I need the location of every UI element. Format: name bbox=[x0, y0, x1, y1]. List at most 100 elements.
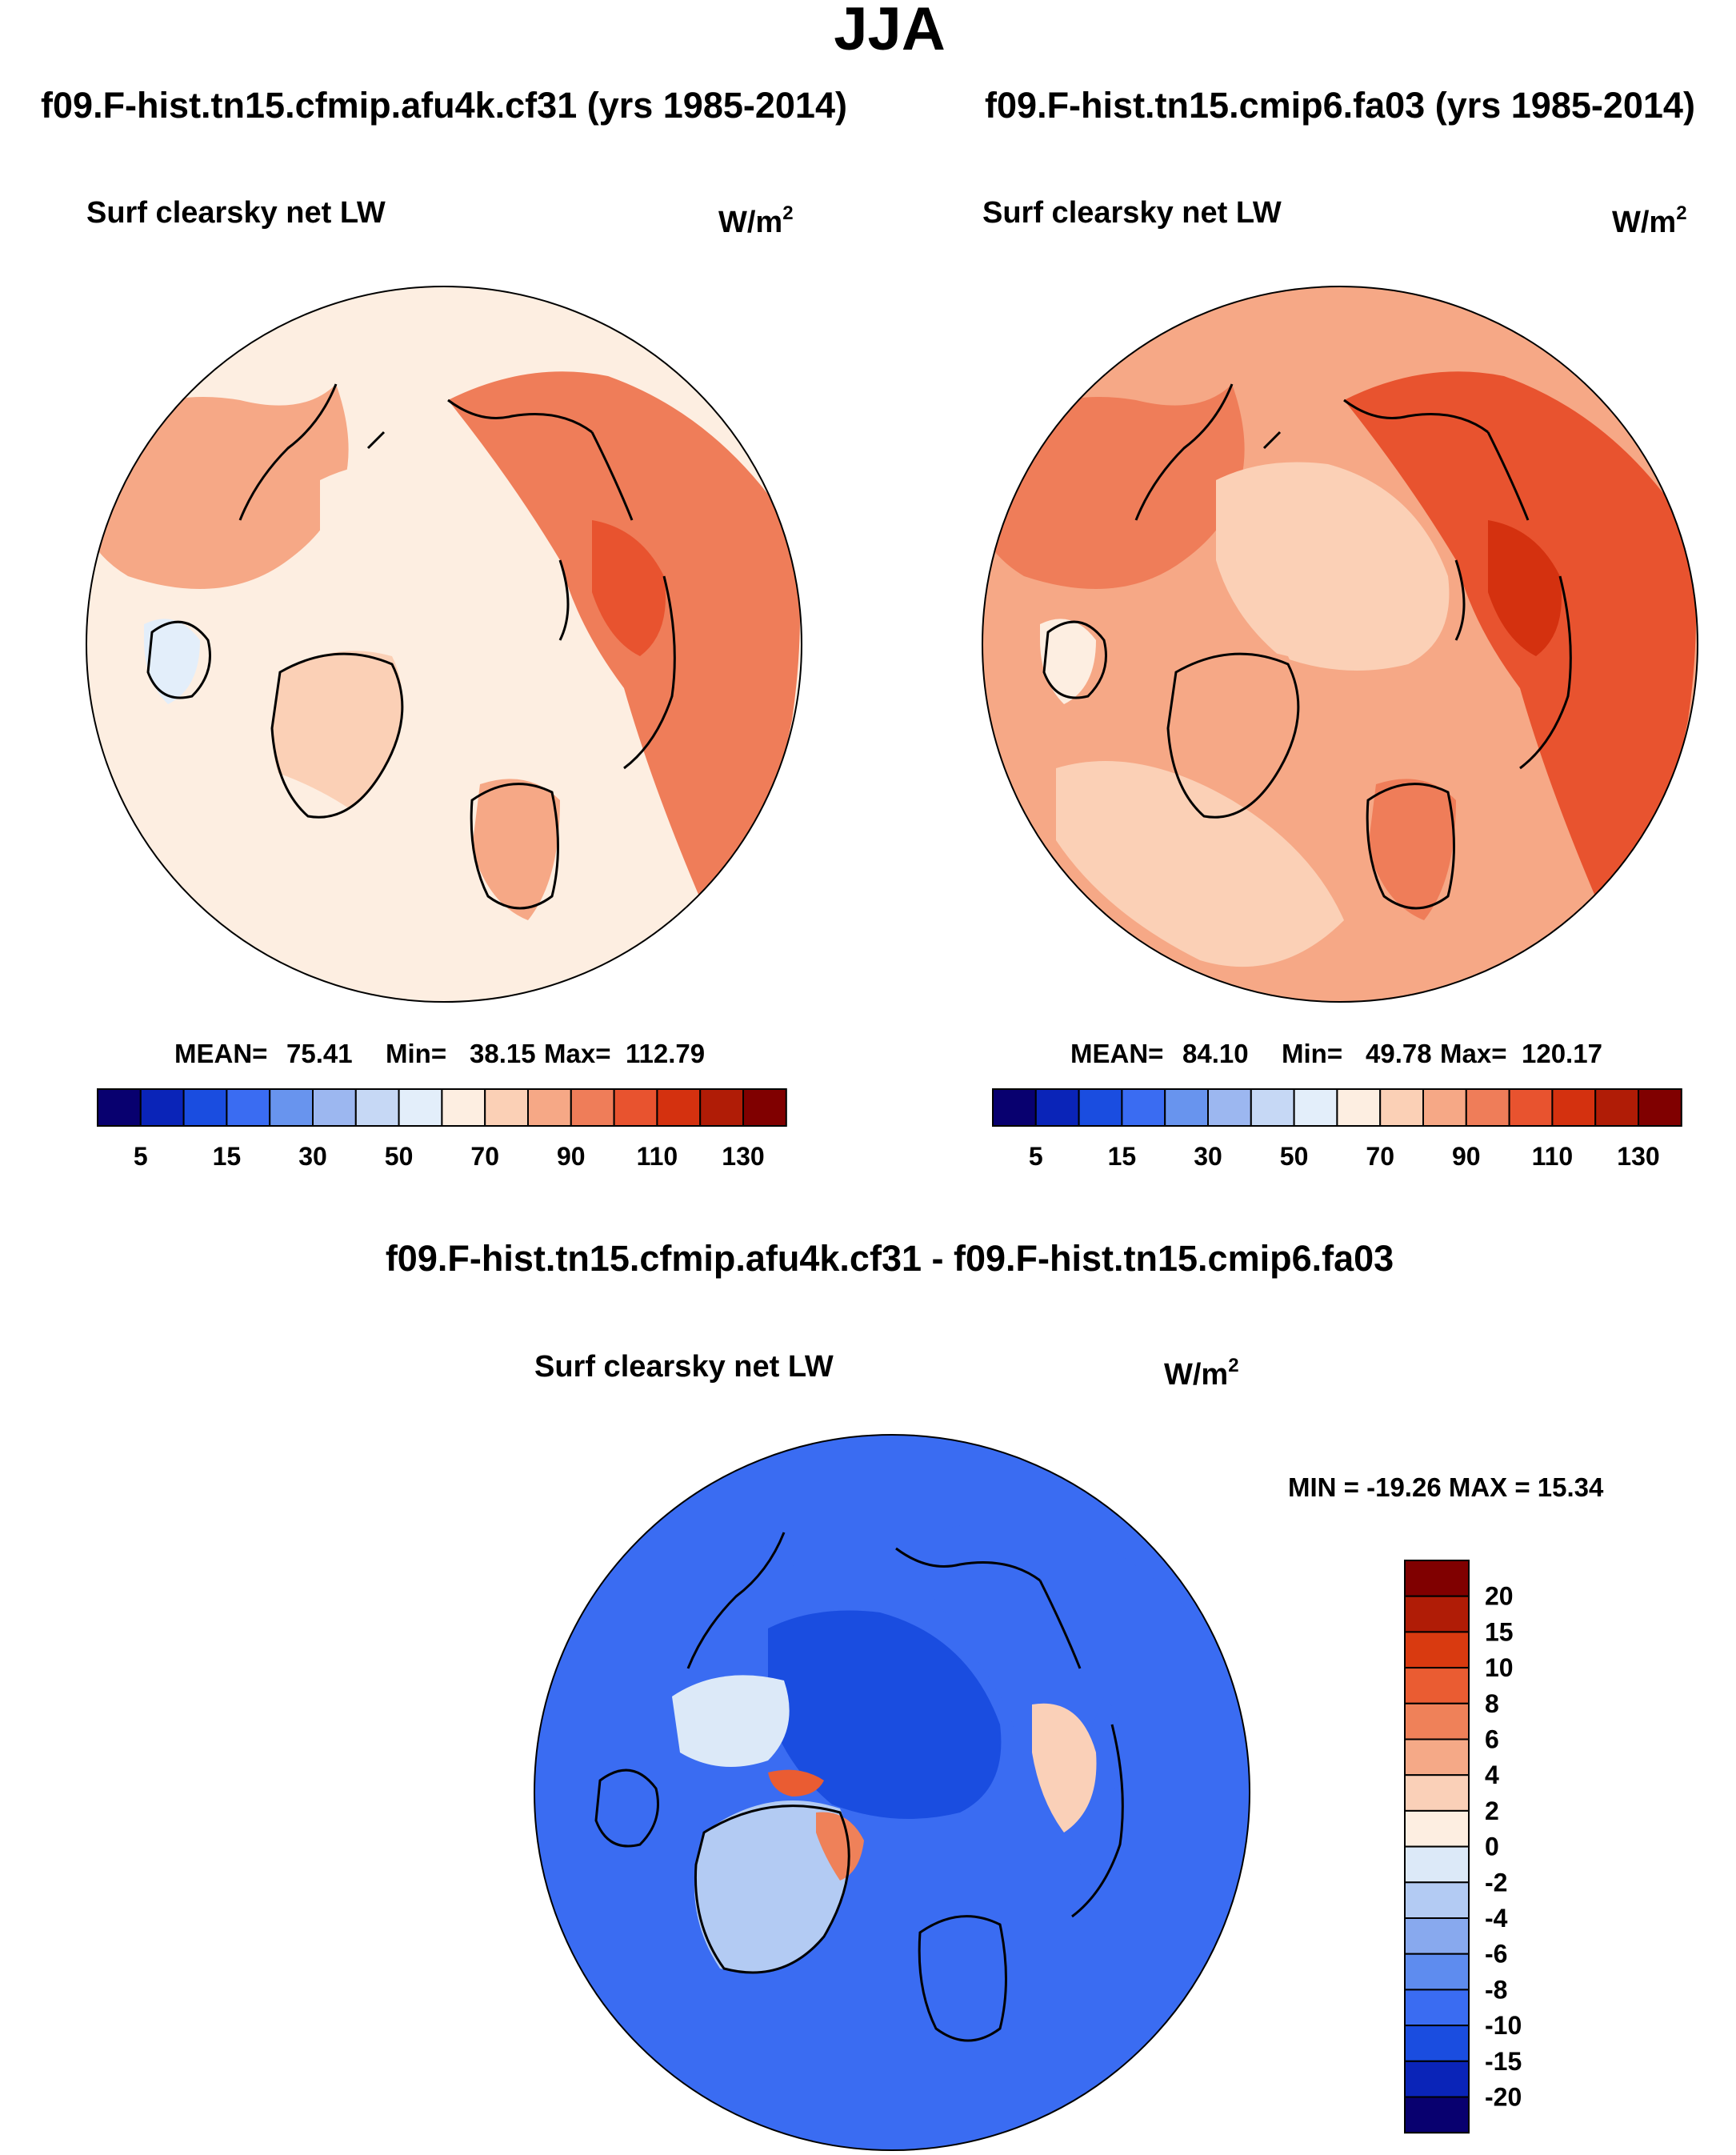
panel-left-map bbox=[86, 286, 802, 1002]
colorbar-swatch bbox=[656, 1088, 702, 1127]
colorbar-swatch bbox=[992, 1088, 1037, 1127]
panel-right-stats: MEAN= 84.10 Min= 49.78 Max= 120.17 bbox=[1070, 1039, 1602, 1068]
colorbar-swatch bbox=[1404, 1809, 1470, 1848]
colorbar-swatch bbox=[1404, 1631, 1470, 1669]
colorbar-swatch bbox=[269, 1088, 314, 1127]
colorbar-swatch bbox=[1207, 1088, 1252, 1127]
colorbar-swatch bbox=[1404, 1738, 1470, 1776]
stat-min-value: 38.15 bbox=[470, 1039, 536, 1068]
stat-min-label: Min= bbox=[1282, 1039, 1342, 1068]
panel-right-case-title: f09.F-hist.tn15.cmip6.fa03 (yrs 1985-201… bbox=[985, 85, 1695, 126]
colorbar-tick-label: -2 bbox=[1485, 1868, 1507, 1897]
region-siberia bbox=[592, 520, 666, 656]
colorbar-tick-label: 2 bbox=[1485, 1797, 1499, 1825]
panel-left-stats: MEAN= 75.41 Min= 38.15 Max= 112.79 bbox=[174, 1039, 705, 1068]
panel-left: f09.F-hist.tn15.cfmip.afu4k.cf31 (yrs 19… bbox=[41, 85, 847, 1171]
colorbar-tick-label: 70 bbox=[1366, 1142, 1394, 1171]
colorbar-tick-label: 8 bbox=[1485, 1689, 1499, 1718]
colorbar-tick-label: 90 bbox=[557, 1142, 586, 1171]
stat-max-label: Max= bbox=[1440, 1039, 1506, 1068]
panel-right-map-border bbox=[982, 286, 1698, 1003]
panel-right: f09.F-hist.tn15.cmip6.fa03 (yrs 1985-201… bbox=[982, 85, 1698, 1171]
coastlines bbox=[1042, 383, 1572, 910]
colorbar-swatch bbox=[1404, 1917, 1470, 1955]
colorbar-tick-label: 4 bbox=[1485, 1760, 1499, 1789]
colorbar-tick-label: 5 bbox=[1029, 1142, 1043, 1171]
panel-right-variable: Surf clearsky net LW bbox=[982, 196, 1282, 230]
panel-left-colorbar: 5 15 30 50 70 90 110 130 bbox=[97, 1088, 787, 1171]
colorbar-swatch bbox=[1551, 1088, 1597, 1127]
panel-diff-variable: Surf clearsky net LW bbox=[534, 1350, 834, 1384]
colorbar-tick-label: 50 bbox=[385, 1142, 414, 1171]
region-greenland-coast bbox=[816, 1812, 864, 1881]
colorbar-swatch bbox=[613, 1088, 658, 1127]
region-scandinavia bbox=[1368, 779, 1456, 920]
colorbar-swatch bbox=[312, 1088, 357, 1127]
colorbar-swatch bbox=[1404, 2096, 1470, 2134]
panel-left-map-border bbox=[86, 286, 802, 1003]
colorbar-tick-label: 0 bbox=[1485, 1833, 1499, 1861]
colorbar-swatch bbox=[1164, 1088, 1209, 1127]
region-greenland bbox=[1168, 651, 1298, 818]
region-greenland bbox=[694, 1801, 850, 1973]
colorbar-tick-label: 30 bbox=[1194, 1142, 1222, 1171]
panel-right-colorbar: 5 15 30 50 70 90 110 130 bbox=[992, 1088, 1682, 1171]
colorbar-tick-label: -4 bbox=[1485, 1904, 1508, 1933]
colorbar-swatch bbox=[1404, 1595, 1470, 1633]
season-title: JJA bbox=[834, 0, 945, 63]
stat-max-label: Max= bbox=[544, 1039, 610, 1068]
colorbar-swatch bbox=[1422, 1088, 1467, 1127]
colorbar-swatch bbox=[1404, 1560, 1470, 1597]
panel-right-map bbox=[982, 286, 1698, 1002]
colorbar-tick-label: 10 bbox=[1485, 1653, 1514, 1682]
colorbar-tick-label: -20 bbox=[1485, 2083, 1522, 2112]
colorbar-swatch bbox=[699, 1088, 745, 1127]
colorbar-tick-label: 15 bbox=[213, 1142, 242, 1171]
colorbar-swatch bbox=[1508, 1088, 1554, 1127]
panel-right-units: W/m2 bbox=[1612, 202, 1687, 239]
colorbar-swatch bbox=[1293, 1088, 1338, 1127]
region-hudson-bay bbox=[1040, 619, 1096, 704]
stat-max-value: 112.79 bbox=[626, 1039, 705, 1068]
colorbar-swatch bbox=[527, 1088, 572, 1127]
region-ellesmere bbox=[768, 1769, 824, 1797]
region-canadian-archipelago bbox=[672, 1675, 790, 1767]
panel-diff-stats: MIN = -19.26 MAX = 15.34 bbox=[1288, 1472, 1604, 1502]
region-ural bbox=[1032, 1703, 1097, 1833]
colorbar-swatch bbox=[1404, 1667, 1470, 1704]
colorbar-swatch bbox=[1404, 1774, 1470, 1812]
difference-title: f09.F-hist.tn15.cfmip.afu4k.cf31 - f09.F… bbox=[386, 1238, 1394, 1279]
colorbar-tick-label: 130 bbox=[1617, 1142, 1659, 1171]
colorbar-swatch bbox=[1404, 1989, 1470, 2027]
colorbar-swatch bbox=[1404, 2060, 1470, 2098]
colorbar-swatch bbox=[742, 1088, 787, 1127]
colorbar-swatch bbox=[1404, 1881, 1470, 1920]
colorbar-tick-label: 20 bbox=[1485, 1582, 1514, 1611]
colorbar-swatch bbox=[484, 1088, 530, 1127]
colorbar-swatch bbox=[1638, 1088, 1682, 1127]
colorbar-swatch bbox=[97, 1088, 142, 1127]
region-north-atlantic bbox=[160, 761, 448, 967]
region-eurasia bbox=[1344, 371, 1696, 944]
colorbar-swatch bbox=[1404, 1702, 1470, 1740]
panel-diff-map-border bbox=[534, 1434, 1250, 2151]
stat-min-label: Min= bbox=[386, 1039, 446, 1068]
region-eurasia bbox=[448, 371, 800, 944]
colorbar-tick-label: 6 bbox=[1485, 1725, 1499, 1754]
colorbar-swatch bbox=[1404, 1953, 1470, 1991]
panel-diff-map bbox=[534, 1435, 1250, 2150]
panel-left-case-title: f09.F-hist.tn15.cfmip.afu4k.cf31 (yrs 19… bbox=[41, 85, 847, 126]
colorbar-swatch bbox=[1250, 1088, 1295, 1127]
colorbar-tick-label: 110 bbox=[637, 1142, 678, 1171]
stat-mean-label: MEAN= bbox=[174, 1039, 267, 1068]
coastlines bbox=[146, 383, 676, 910]
region-greenland bbox=[272, 651, 402, 818]
stat-mean-value: 75.41 bbox=[286, 1039, 353, 1068]
colorbar-swatch bbox=[1034, 1088, 1080, 1127]
colorbar-swatch bbox=[1078, 1088, 1123, 1127]
colorbar-swatch bbox=[1404, 1845, 1470, 1884]
colorbar-swatch bbox=[1121, 1088, 1166, 1127]
region-hudson-bay bbox=[144, 619, 200, 704]
colorbar-tick-label: 15 bbox=[1485, 1617, 1514, 1646]
